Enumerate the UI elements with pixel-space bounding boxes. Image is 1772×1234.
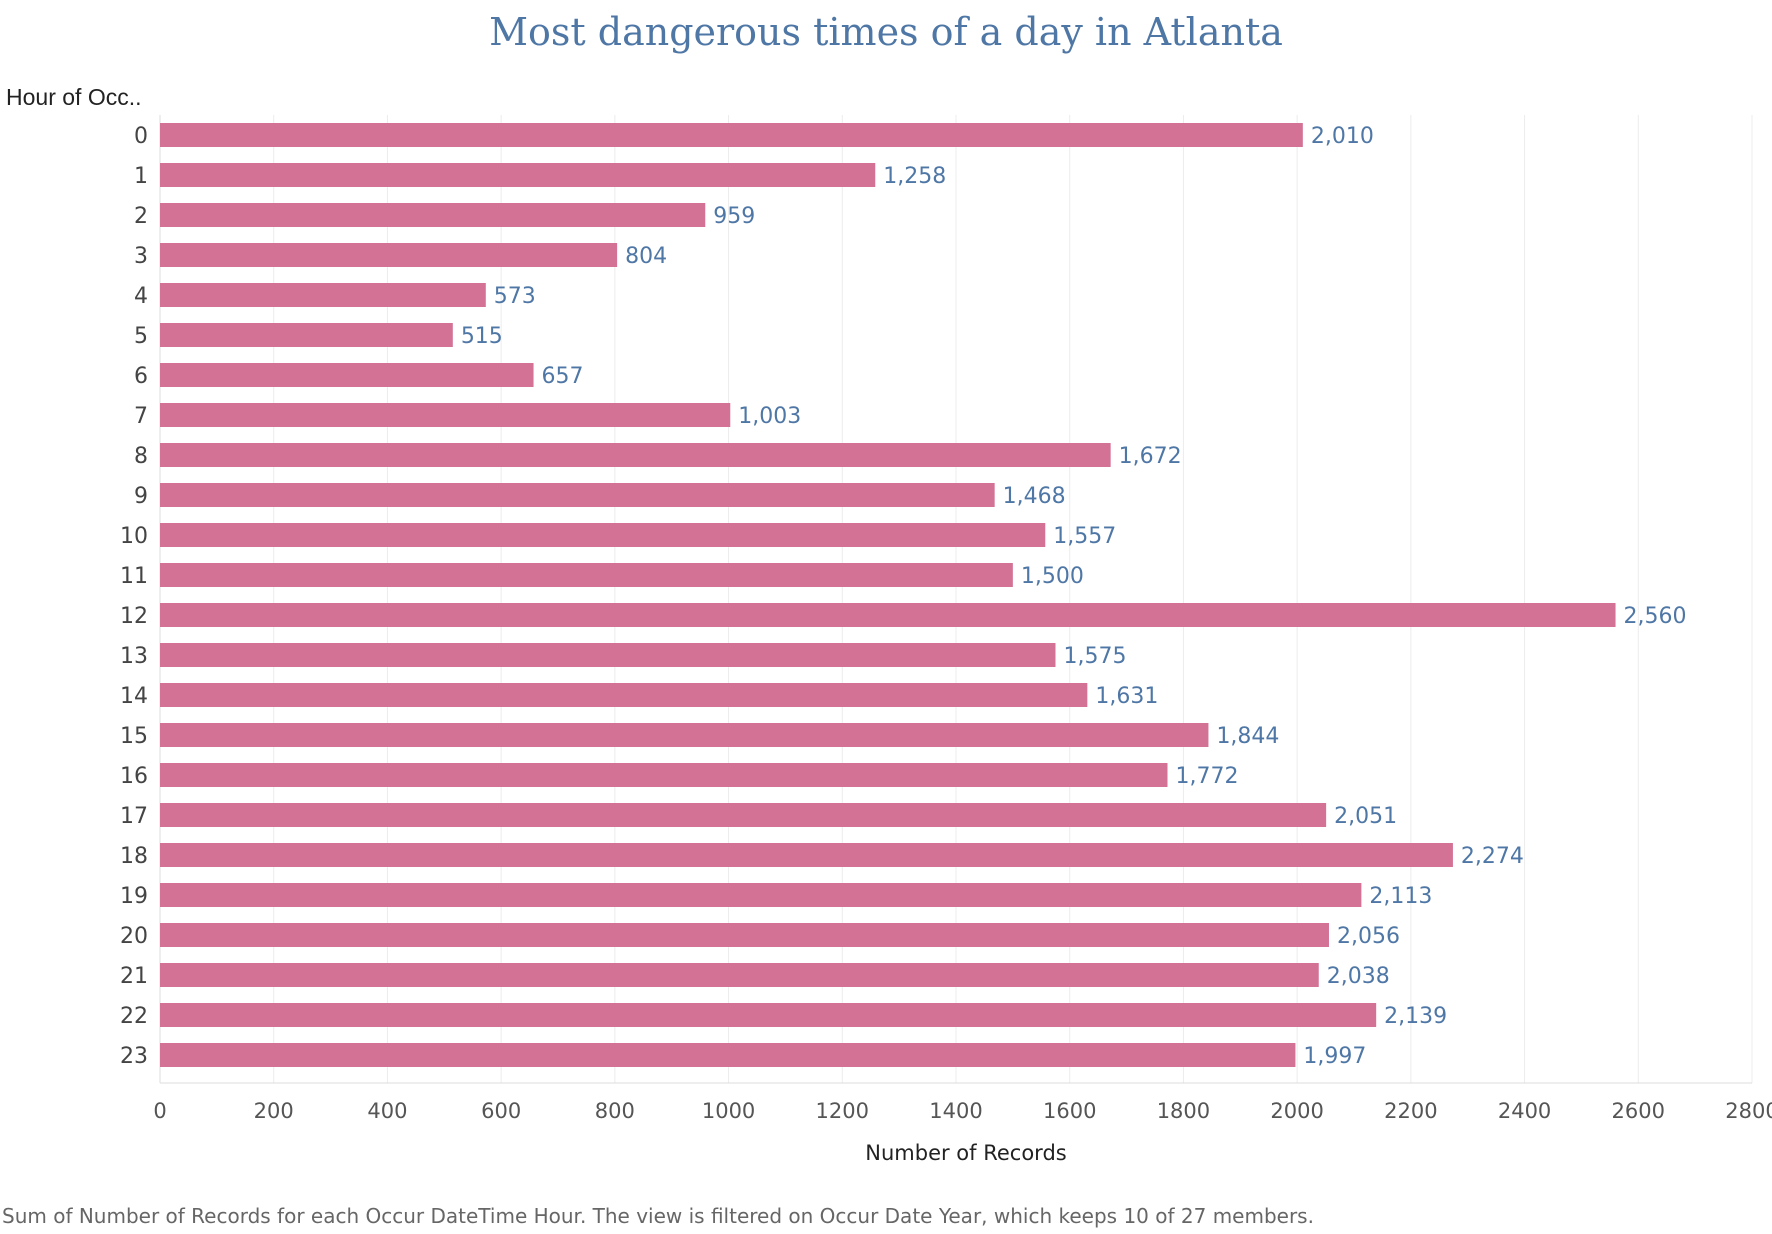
data-label: 1,003: [738, 404, 801, 429]
y-tick-label: 17: [120, 804, 148, 829]
footnote: Sum of Number of Records for each Occur …: [2, 1204, 1314, 1228]
bar: [160, 923, 1329, 947]
x-tick-label: 1000: [702, 1099, 755, 1123]
bar-layer: 0 2,010 1 1,258 2 959 3 804 4 573 5 515 6 657 7 1,003 8 1…: [120, 123, 1687, 1069]
bar: [160, 643, 1056, 667]
x-tick-label: 2000: [1270, 1099, 1323, 1123]
data-label: 2,139: [1384, 1004, 1447, 1029]
data-label: 1,631: [1095, 684, 1158, 709]
data-label: 2,051: [1334, 804, 1397, 829]
data-label: 804: [625, 244, 667, 269]
x-axis-title: Number of Records: [865, 1141, 1066, 1165]
y-tick-label: 2: [134, 204, 148, 229]
data-label: 515: [461, 324, 503, 349]
x-tick-label: 400: [367, 1099, 407, 1123]
data-label: 2,113: [1369, 884, 1432, 909]
bar: [160, 163, 876, 187]
data-label: 1,468: [1003, 484, 1066, 509]
x-tick-label: 2200: [1384, 1099, 1437, 1123]
data-label: 1,772: [1176, 764, 1239, 789]
grid-layer: [159, 115, 1753, 1084]
data-label: 1,844: [1216, 724, 1279, 749]
x-tick-label: 800: [595, 1099, 635, 1123]
row-header: Hour of Occ..: [6, 84, 142, 110]
x-tick-label: 1800: [1157, 1099, 1210, 1123]
y-tick-label: 3: [134, 244, 148, 269]
y-tick-label: 14: [120, 684, 148, 709]
y-tick-label: 9: [134, 484, 148, 509]
data-label: 657: [542, 364, 584, 389]
bar: [160, 283, 486, 307]
bar: [160, 1003, 1377, 1027]
x-tick-label: 1200: [816, 1099, 869, 1123]
bar: [160, 363, 534, 387]
y-tick-label: 5: [134, 324, 148, 349]
y-tick-label: 13: [120, 644, 148, 669]
y-tick-label: 11: [120, 564, 148, 589]
bar: [160, 723, 1209, 747]
data-label: 1,258: [883, 164, 946, 189]
bar: [160, 563, 1013, 587]
bar-chart: 0 2,010 1 1,258 2 959 3 804 4 573 5 515 6 657 7 1,003 8 1…: [120, 115, 1772, 1165]
bar: [160, 443, 1111, 467]
bar: [160, 763, 1168, 787]
bar: [160, 803, 1327, 827]
data-label: 959: [713, 204, 755, 229]
bar: [160, 603, 1616, 627]
x-tick-label: 0: [153, 1099, 166, 1123]
x-tick-label: 1600: [1043, 1099, 1096, 1123]
data-label: 2,010: [1311, 124, 1374, 149]
y-tick-label: 10: [120, 524, 148, 549]
bar: [160, 403, 731, 427]
data-label: 2,274: [1461, 844, 1524, 869]
bar: [160, 1043, 1296, 1067]
y-tick-label: 21: [120, 964, 148, 989]
y-tick-label: 15: [120, 724, 148, 749]
y-tick-label: 4: [134, 284, 148, 309]
y-tick-label: 23: [120, 1044, 148, 1069]
bar: [160, 963, 1319, 987]
x-tick-label: 2800: [1725, 1099, 1772, 1123]
y-tick-label: 6: [134, 364, 148, 389]
x-tick-label: 2400: [1498, 1099, 1551, 1123]
bar: [160, 523, 1046, 547]
bar: [160, 683, 1088, 707]
data-label: 1,500: [1021, 564, 1084, 589]
bar: [160, 883, 1362, 907]
data-label: 1,557: [1053, 524, 1116, 549]
y-tick-label: 8: [134, 444, 148, 469]
x-tick-label: 1400: [929, 1099, 982, 1123]
data-label: 1,997: [1303, 1044, 1366, 1069]
data-label: 1,672: [1119, 444, 1182, 469]
y-tick-label: 12: [120, 604, 148, 629]
x-tick-label: 600: [481, 1099, 521, 1123]
data-label: 1,575: [1064, 644, 1127, 669]
y-tick-label: 1: [134, 164, 148, 189]
bar: [160, 243, 618, 267]
x-tick-layer: 0 200 400 600 800 1000 1200 1400 1600 1800 2000 220…: [153, 1099, 1772, 1123]
data-label: 2,056: [1337, 924, 1400, 949]
bar: [160, 483, 995, 507]
data-label: 573: [494, 284, 536, 309]
data-label: 2,038: [1327, 964, 1390, 989]
y-tick-label: 20: [120, 924, 148, 949]
x-tick-label: 2600: [1612, 1099, 1665, 1123]
chart-title: Most dangerous times of a day in Atlanta: [489, 10, 1283, 54]
y-tick-label: 22: [120, 1004, 148, 1029]
y-tick-label: 0: [134, 124, 148, 149]
x-tick-label: 200: [254, 1099, 294, 1123]
bar: [160, 323, 453, 347]
y-tick-label: 19: [120, 884, 148, 909]
data-label: 2,560: [1624, 604, 1687, 629]
y-tick-label: 7: [134, 404, 148, 429]
bar: [160, 123, 1303, 147]
bar: [160, 843, 1453, 867]
bar: [160, 203, 706, 227]
y-tick-label: 18: [120, 844, 148, 869]
y-tick-label: 16: [120, 764, 148, 789]
